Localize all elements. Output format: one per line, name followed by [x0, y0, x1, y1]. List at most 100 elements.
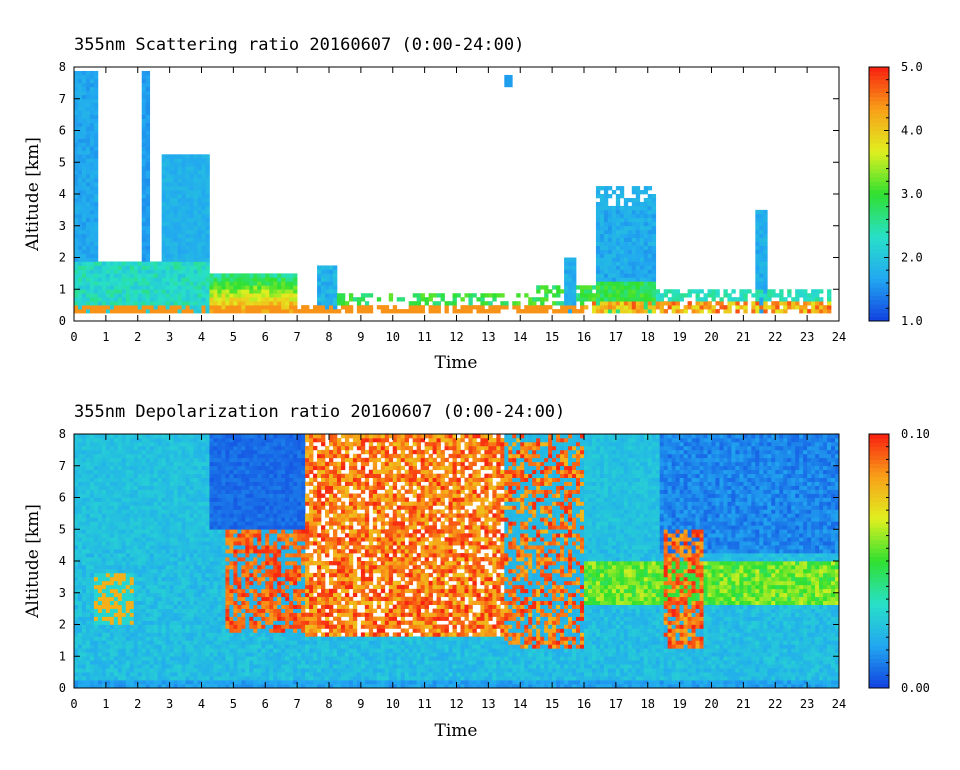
heatmap-cell: [205, 453, 210, 459]
heatmap-cell: [97, 576, 103, 582]
heatmap-cell: [651, 233, 657, 239]
heatmap-cell: [117, 469, 123, 475]
heatmap-cell: [651, 273, 657, 278]
heatmap-cell: [161, 541, 166, 546]
heatmap-cell: [237, 297, 242, 302]
heatmap-cell: [97, 289, 103, 294]
heatmap-cell: [755, 297, 760, 302]
heatmap-cell: [229, 305, 234, 310]
heatmap-cell: [77, 608, 83, 613]
heatmap-cell: [516, 305, 521, 310]
heatmap-cell: [85, 201, 91, 207]
heatmap-cell: [269, 293, 274, 298]
heatmap-cell: [129, 680, 135, 685]
heatmap-cell: [205, 608, 210, 613]
heatmap-cell: [121, 521, 127, 526]
heatmap-cell: [89, 273, 95, 278]
heatmap-cell: [173, 636, 178, 641]
heatmap-cell: [141, 624, 147, 629]
heatmap-cell: [755, 229, 760, 235]
heatmap-cell: [161, 285, 166, 290]
heatmap-cell: [803, 293, 808, 298]
heatmap-cell: [209, 281, 214, 286]
heatmap-cell: [141, 257, 147, 262]
heatmap-cell: [181, 445, 186, 451]
heatmap-cell: [77, 293, 83, 298]
heatmap-cell: [93, 628, 99, 633]
heatmap-cell: [153, 660, 159, 665]
heatmap-cell: [544, 305, 549, 310]
heatmap-cell: [321, 281, 326, 286]
heatmap-cell: [85, 489, 91, 494]
heatmap-cell: [257, 277, 262, 282]
heatmap-cell: [205, 461, 210, 467]
heatmap-cell: [524, 305, 529, 310]
heatmap-cell: [189, 194, 194, 199]
heatmap-cell: [165, 636, 170, 641]
heatmap-cell: [285, 273, 290, 278]
heatmap-cell: [595, 225, 601, 231]
heatmap-cell: [217, 640, 222, 645]
heatmap-cell: [161, 564, 166, 570]
heatmap-cell: [85, 221, 91, 227]
heatmap-cell: [599, 249, 605, 254]
heatmap-cell: [412, 301, 417, 306]
heatmap-cell: [181, 568, 186, 574]
heatmap-cell: [189, 640, 194, 645]
heatmap-cell: [81, 190, 87, 195]
heatmap-cell: [205, 477, 210, 482]
heatmap-cell: [217, 481, 222, 486]
heatmap-cell: [125, 445, 131, 451]
heatmap-cell: [201, 229, 206, 235]
heatmap-cell: [141, 241, 147, 246]
colorbar-segment: [869, 96, 889, 102]
heatmap-cell: [635, 281, 641, 286]
heatmap-cell: [109, 309, 115, 314]
heatmap-cell: [89, 170, 95, 175]
heatmap-cell: [496, 309, 501, 314]
heatmap-cell: [735, 309, 740, 314]
heatmap-cell: [97, 564, 103, 570]
heatmap-cell: [125, 529, 131, 534]
heatmap-cell: [181, 525, 186, 530]
heatmap-cell: [89, 656, 95, 661]
heatmap-cell: [81, 553, 87, 558]
heatmap-cell: [193, 213, 198, 219]
heatmap-cell: [153, 648, 159, 653]
heatmap-cell: [145, 90, 151, 96]
heatmap-cell: [125, 509, 131, 514]
heatmap-cell: [121, 632, 127, 637]
heatmap-cell: [89, 94, 95, 100]
heatmap-cell: [113, 616, 119, 621]
heatmap-cell: [129, 489, 135, 494]
heatmap-cell: [408, 309, 414, 314]
heatmap-cell: [101, 301, 107, 306]
heatmap-cell: [101, 664, 107, 669]
heatmap-cell: [157, 592, 162, 598]
heatmap-cell: [603, 257, 609, 262]
heatmap-cell: [743, 289, 748, 294]
heatmap-cell: [81, 668, 87, 673]
heatmap-cell: [273, 281, 278, 286]
heatmap-cell: [93, 529, 99, 534]
heatmap-cell: [603, 269, 609, 274]
heatmap-cell: [109, 493, 115, 498]
heatmap-cell: [639, 253, 645, 258]
heatmap-cell: [149, 453, 155, 459]
heatmap-cell: [141, 660, 147, 665]
heatmap-cell: [647, 233, 653, 239]
heatmap-cell: [105, 461, 111, 467]
heatmap-cell: [181, 473, 186, 479]
heatmap-cell: [540, 305, 545, 310]
heatmap-cell: [85, 537, 91, 542]
heatmap-cell: [221, 628, 226, 633]
heatmap-cell: [177, 182, 182, 187]
heatmap-cell: [89, 301, 95, 306]
heatmap-cell: [85, 576, 91, 582]
heatmap-cell: [480, 297, 485, 302]
heatmap-cell: [85, 557, 91, 562]
heatmap-cell: [627, 197, 633, 203]
heatmap-cell: [691, 289, 696, 294]
heatmap-cell: [81, 664, 87, 669]
heatmap-cell: [615, 197, 621, 203]
